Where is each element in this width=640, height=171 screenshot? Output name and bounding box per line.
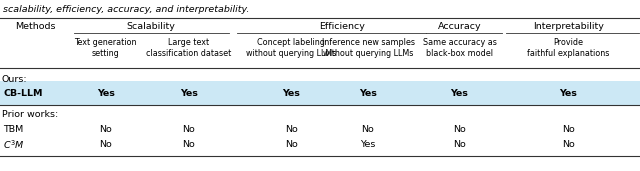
Text: No: No (453, 125, 466, 134)
Text: Scalability: Scalability (127, 22, 175, 31)
Text: Same accuracy as
black-box model: Same accuracy as black-box model (422, 38, 497, 58)
Text: Prior works:: Prior works: (2, 110, 58, 119)
Text: No: No (453, 140, 466, 149)
Text: Yes: Yes (359, 89, 377, 98)
Text: Text generation
setting: Text generation setting (74, 38, 137, 58)
Text: Inference new samples
without querying LLMs: Inference new samples without querying L… (321, 38, 415, 58)
Text: No: No (562, 125, 575, 134)
Text: TBM: TBM (3, 125, 24, 134)
Text: Methods: Methods (15, 22, 56, 31)
Text: Ours:: Ours: (2, 75, 28, 84)
Text: Interpretability: Interpretability (533, 22, 604, 31)
Text: No: No (99, 125, 112, 134)
Text: No: No (99, 140, 112, 149)
Text: Yes: Yes (282, 89, 300, 98)
Text: No: No (285, 140, 298, 149)
Text: Concept labeling
without querying LLMs: Concept labeling without querying LLMs (246, 38, 337, 58)
Text: No: No (562, 140, 575, 149)
Text: Large text
classification dataset: Large text classification dataset (146, 38, 232, 58)
Text: Yes: Yes (180, 89, 198, 98)
Text: scalability, efficiency, accuracy, and interpretability.: scalability, efficiency, accuracy, and i… (3, 5, 250, 14)
Text: $C^3M$: $C^3M$ (3, 138, 25, 151)
Text: Provide
faithful explanations: Provide faithful explanations (527, 38, 609, 58)
Text: Yes: Yes (360, 140, 376, 149)
Text: CB-LLM: CB-LLM (3, 89, 43, 98)
Bar (0, 81, 640, 105)
Text: Yes: Yes (97, 89, 115, 98)
Text: Yes: Yes (451, 89, 468, 98)
Text: No: No (182, 125, 195, 134)
Text: Accuracy: Accuracy (438, 22, 481, 31)
Text: Yes: Yes (559, 89, 577, 98)
Text: Efficiency: Efficiency (319, 22, 365, 31)
Text: No: No (285, 125, 298, 134)
Text: No: No (362, 125, 374, 134)
Text: No: No (182, 140, 195, 149)
